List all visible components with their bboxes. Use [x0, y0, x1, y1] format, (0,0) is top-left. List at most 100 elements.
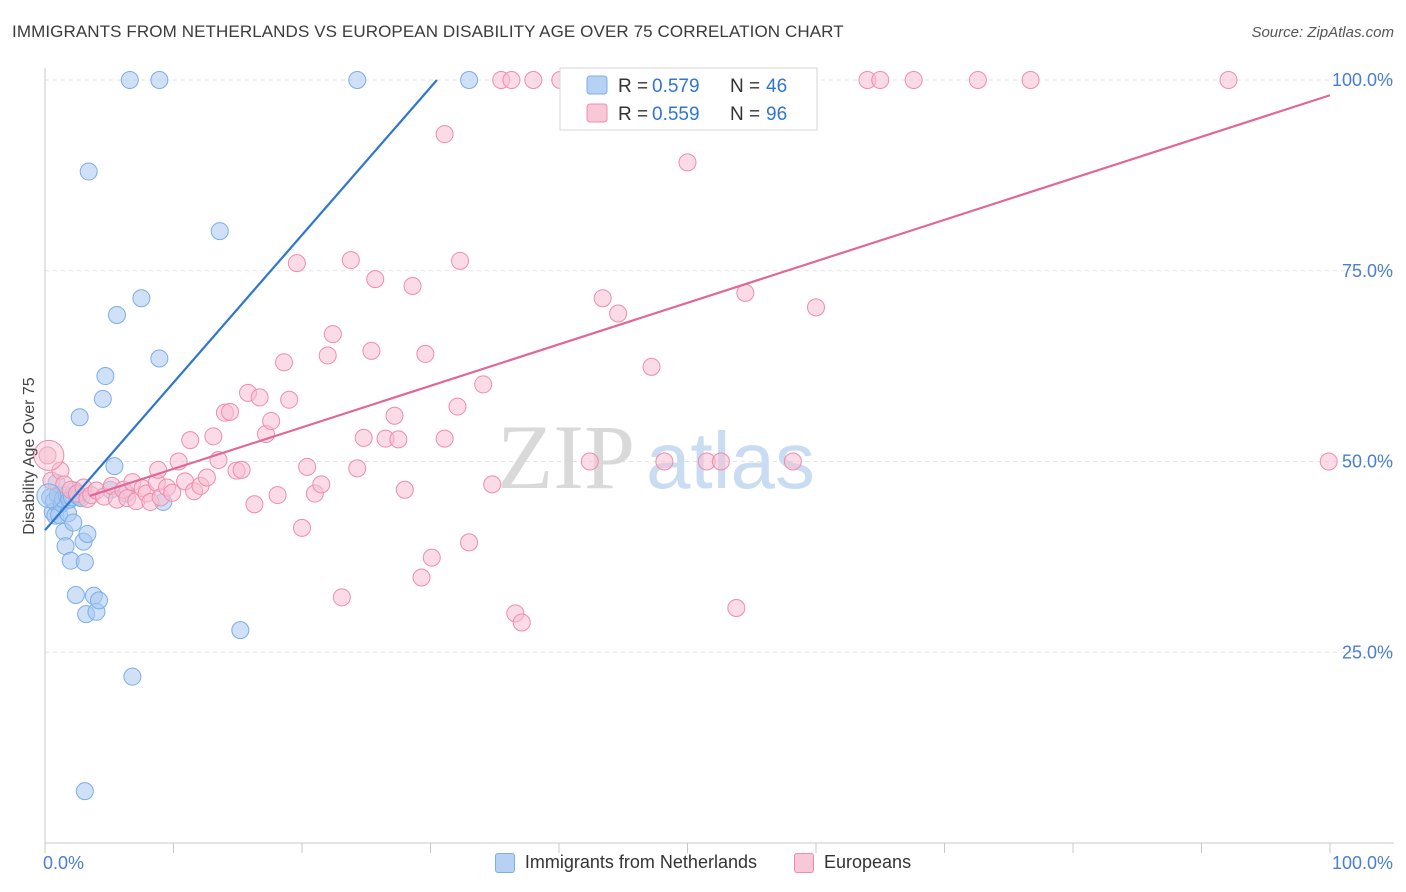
- point-netherlands: [89, 591, 108, 610]
- legend-swatch: [794, 852, 814, 873]
- point-europeans: [366, 270, 385, 289]
- point-europeans: [389, 430, 408, 449]
- point-netherlands: [132, 289, 151, 308]
- y-tick-label: 75.0%: [1342, 261, 1393, 281]
- point-europeans: [678, 153, 697, 172]
- point-europeans: [968, 71, 987, 89]
- legend-n-value-1: 46: [766, 76, 787, 97]
- point-europeans: [33, 439, 65, 471]
- trend-line-europeans: [89, 94, 1331, 497]
- point-europeans: [435, 429, 454, 448]
- legend-swatch-europeans: [586, 103, 608, 123]
- legend-r-value-1: 0.579: [652, 76, 700, 97]
- point-europeans: [354, 428, 373, 447]
- point-europeans: [348, 459, 367, 478]
- point-europeans: [502, 71, 521, 89]
- watermark: ZIP atlas: [497, 406, 815, 508]
- point-europeans: [1319, 452, 1338, 471]
- point-netherlands: [36, 483, 62, 509]
- point-europeans: [268, 486, 287, 505]
- point-europeans: [312, 475, 331, 494]
- legend-swatch: [494, 852, 515, 873]
- point-netherlands: [210, 222, 229, 241]
- point-netherlands: [79, 162, 98, 181]
- point-netherlands: [231, 621, 250, 640]
- y-tick-label: 100.0%: [1332, 70, 1393, 90]
- point-europeans: [280, 390, 299, 409]
- legend-r-label-2: R =: [618, 104, 648, 125]
- point-europeans: [524, 71, 543, 89]
- point-europeans: [783, 452, 802, 471]
- point-netherlands: [120, 71, 139, 89]
- point-europeans: [642, 357, 661, 376]
- source-label: Source: ZipAtlas.com: [1251, 24, 1394, 41]
- point-europeans: [204, 427, 223, 446]
- point-europeans: [1219, 71, 1238, 89]
- point-europeans: [416, 344, 435, 363]
- point-europeans: [1021, 71, 1040, 89]
- point-netherlands: [64, 513, 83, 532]
- point-europeans: [287, 254, 306, 273]
- y-tick-label: 50.0%: [1342, 452, 1393, 472]
- point-europeans: [904, 71, 923, 89]
- point-netherlands: [96, 367, 115, 386]
- point-europeans: [181, 431, 200, 450]
- point-europeans: [232, 460, 251, 479]
- point-europeans: [460, 533, 479, 552]
- point-netherlands: [460, 71, 479, 89]
- point-europeans: [403, 277, 422, 296]
- point-netherlands: [348, 71, 367, 89]
- point-netherlands: [107, 306, 126, 325]
- point-europeans: [448, 397, 467, 416]
- point-netherlands: [70, 408, 89, 427]
- point-europeans: [422, 548, 441, 567]
- point-netherlands: [75, 553, 94, 572]
- series-legend: Immigrants from Netherlands Europeans: [0, 852, 1406, 878]
- point-europeans: [250, 388, 269, 407]
- point-netherlands: [66, 586, 85, 605]
- legend-label: Immigrants from Netherlands: [524, 852, 757, 872]
- point-europeans: [727, 598, 746, 617]
- point-europeans: [362, 341, 381, 360]
- legend-entry-netherlands: Immigrants from Netherlands: [494, 852, 757, 873]
- point-netherlands: [150, 349, 169, 368]
- trend-line-netherlands: [44, 79, 438, 531]
- legend-r-label-1: R =: [618, 76, 648, 97]
- point-europeans: [298, 457, 317, 476]
- point-netherlands: [75, 782, 94, 801]
- point-europeans: [318, 346, 337, 365]
- legend-entry-europeans: Europeans: [794, 852, 911, 873]
- point-europeans: [609, 304, 628, 323]
- point-europeans: [197, 468, 216, 487]
- correlation-legend: R = 0.579 N = 46 R = 0.559 N = 96: [559, 67, 818, 131]
- point-europeans: [385, 406, 404, 425]
- point-europeans: [451, 251, 470, 270]
- point-europeans: [512, 613, 531, 632]
- point-europeans: [655, 452, 674, 471]
- point-netherlands: [123, 667, 142, 686]
- legend-label: Europeans: [824, 852, 912, 872]
- point-netherlands: [105, 457, 124, 476]
- trend-lines: [44, 79, 1331, 531]
- point-europeans: [332, 588, 351, 607]
- y-tick-labels: 25.0% 50.0% 75.0% 100.0%: [1332, 70, 1393, 662]
- point-europeans: [395, 480, 414, 499]
- point-netherlands: [78, 524, 97, 543]
- point-europeans: [593, 289, 612, 308]
- point-europeans: [221, 402, 240, 421]
- point-europeans: [163, 483, 182, 502]
- point-europeans: [807, 298, 825, 317]
- point-europeans: [580, 452, 599, 471]
- point-netherlands: [93, 389, 112, 408]
- point-europeans: [275, 353, 294, 372]
- grid-lines: [45, 79, 1394, 653]
- legend-n-label-2: N =: [730, 104, 760, 125]
- x-tick-labels: 0.0% 100.0%: [43, 853, 1393, 873]
- point-europeans: [435, 125, 454, 144]
- point-europeans: [483, 475, 502, 494]
- point-europeans: [293, 518, 311, 537]
- x-tick-label: 0.0%: [43, 853, 84, 873]
- legend-swatch-netherlands: [586, 75, 608, 95]
- y-tick-label: 25.0%: [1342, 642, 1393, 662]
